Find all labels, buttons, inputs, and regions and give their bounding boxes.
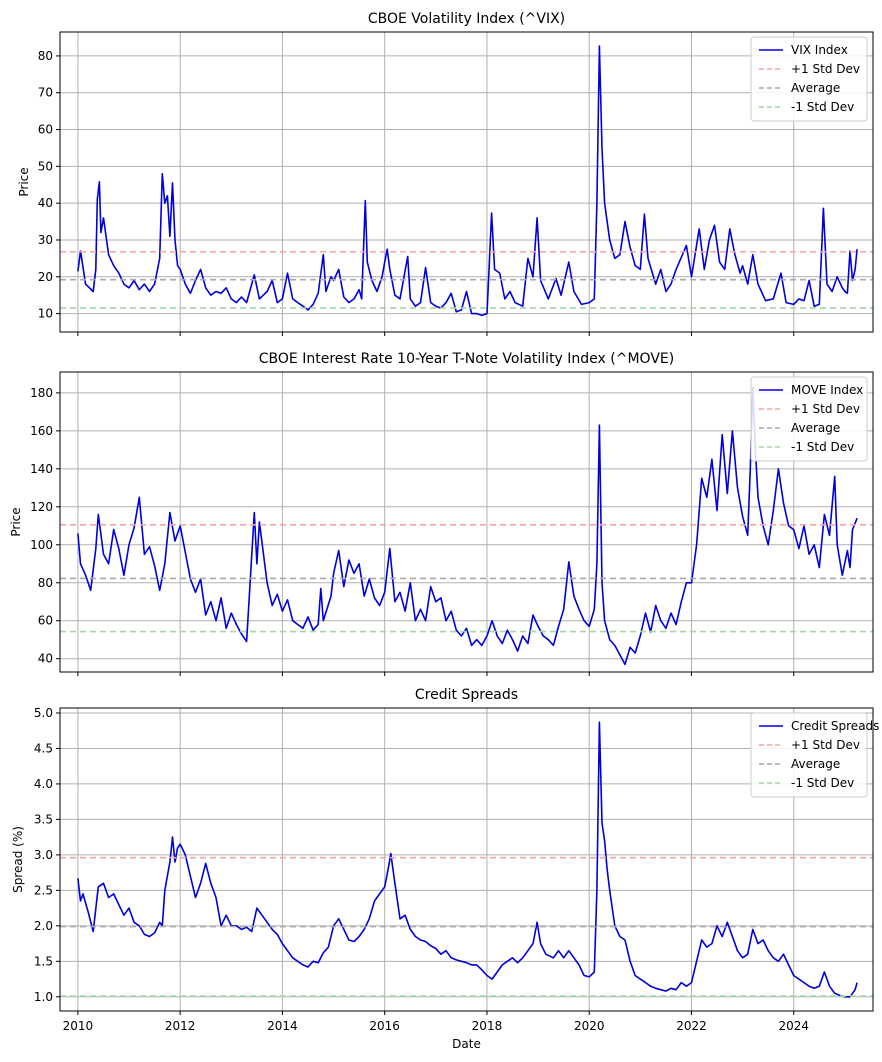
y-tick-label: 3.5 bbox=[34, 812, 53, 826]
legend-label: Average bbox=[791, 81, 840, 95]
legend-label: +1 Std Dev bbox=[791, 62, 860, 76]
x-tick-label: 2018 bbox=[472, 1019, 503, 1033]
y-tick-label: 2.0 bbox=[34, 919, 53, 933]
plot-frame bbox=[59, 371, 874, 673]
chart-title: CBOE Interest Rate 10-Year T-Note Volati… bbox=[259, 351, 674, 367]
x-tick-label: 2012 bbox=[165, 1019, 196, 1033]
y-tick-label: 3.0 bbox=[34, 848, 53, 862]
y-tick-label: 4.5 bbox=[34, 741, 53, 755]
y-tick-label: 40 bbox=[38, 652, 53, 666]
chart-panel-1: CBOE Volatility Index (^VIX) 10 20 30 40 50 60… bbox=[17, 11, 874, 336]
series-line-1 bbox=[77, 721, 858, 998]
x-tick-label: 2022 bbox=[676, 1019, 707, 1033]
y-tick-label: 180 bbox=[30, 386, 53, 400]
x-axis-label: Date bbox=[452, 1037, 481, 1051]
y-tick-label: 70 bbox=[38, 86, 53, 100]
y-tick-label: 50 bbox=[38, 159, 53, 173]
y-axis-label: Spread (%) bbox=[11, 826, 25, 893]
x-tick-label: 2014 bbox=[267, 1019, 298, 1033]
legend-label: MOVE Index bbox=[791, 383, 863, 397]
y-axis-label: Price bbox=[9, 507, 23, 536]
legend-label: +1 Std Dev bbox=[791, 402, 860, 416]
x-tick-label: 2010 bbox=[63, 1019, 94, 1033]
y-tick-label: 80 bbox=[38, 576, 53, 590]
legend-label: Average bbox=[791, 757, 840, 771]
y-tick-label: 100 bbox=[30, 538, 53, 552]
y-tick-label: 60 bbox=[38, 123, 53, 137]
series-line-1 bbox=[77, 45, 858, 317]
legend: VIX Index +1 Std Dev Average -1 Std Dev bbox=[750, 36, 868, 122]
x-tick-label: 2024 bbox=[778, 1019, 809, 1033]
y-tick-label: 2.5 bbox=[34, 883, 53, 897]
y-tick-label: 140 bbox=[30, 462, 53, 476]
y-tick-label: 120 bbox=[30, 500, 53, 514]
plot-frame bbox=[59, 31, 874, 333]
legend-box bbox=[750, 712, 868, 798]
y-tick-label: 80 bbox=[38, 49, 53, 63]
y-tick-label: 40 bbox=[38, 196, 53, 210]
chart-panel-3: Credit Spreads 2010 2012 2014 2016 2018 2020 20… bbox=[11, 687, 879, 1051]
series-line-1 bbox=[77, 386, 858, 666]
y-tick-label: 30 bbox=[38, 233, 53, 247]
chart-title: Credit Spreads bbox=[415, 687, 518, 703]
legend-label: +1 Std Dev bbox=[791, 738, 860, 752]
legend-label: -1 Std Dev bbox=[791, 440, 854, 454]
y-axis-label: Price bbox=[17, 167, 31, 196]
legend: MOVE Index +1 Std Dev Average -1 Std Dev bbox=[750, 376, 868, 462]
y-tick-label: 1.0 bbox=[34, 990, 53, 1004]
legend-label: VIX Index bbox=[791, 43, 848, 57]
legend-label: Average bbox=[791, 421, 840, 435]
y-tick-label: 160 bbox=[30, 424, 53, 438]
legend-box bbox=[750, 376, 868, 462]
chart-panel-2: CBOE Interest Rate 10-Year T-Note Volati… bbox=[9, 351, 874, 676]
plot-frame bbox=[59, 707, 874, 1012]
chart-title: CBOE Volatility Index (^VIX) bbox=[368, 11, 565, 27]
y-tick-label: 1.5 bbox=[34, 954, 53, 968]
y-tick-label: 10 bbox=[38, 307, 53, 321]
legend-label: -1 Std Dev bbox=[791, 776, 854, 790]
legend-label: -1 Std Dev bbox=[791, 100, 854, 114]
legend: Credit Spreads +1 Std Dev Average -1 Std De… bbox=[750, 712, 879, 798]
legend-box bbox=[750, 36, 868, 122]
y-tick-label: 20 bbox=[38, 270, 53, 284]
y-tick-label: 5.0 bbox=[34, 706, 53, 720]
y-tick-label: 60 bbox=[38, 614, 53, 628]
legend-label: Credit Spreads bbox=[791, 719, 879, 733]
y-tick-label: 4.0 bbox=[34, 777, 53, 791]
x-tick-label: 2020 bbox=[574, 1019, 605, 1033]
x-tick-label: 2016 bbox=[369, 1019, 400, 1033]
